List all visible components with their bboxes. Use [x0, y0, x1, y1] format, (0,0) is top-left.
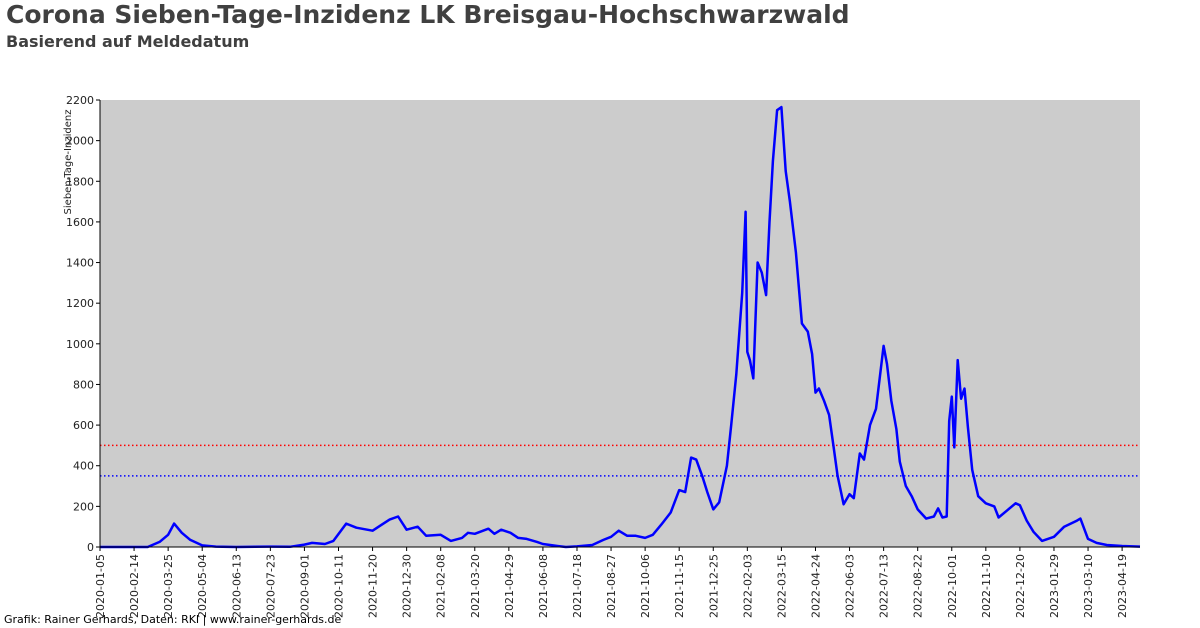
reference-lines — [100, 444, 1140, 477]
x-tick-label: 2020-02-14 — [128, 554, 141, 618]
x-tick-label: 2021-07-18 — [571, 554, 584, 618]
x-tick-label: 2020-09-01 — [298, 554, 311, 618]
series-line — [100, 105, 1141, 549]
x-tick-label: 2021-04-29 — [503, 554, 516, 618]
x-tick-label: 2020-03-25 — [162, 554, 175, 618]
x-tick-label: 2020-05-04 — [196, 554, 209, 618]
y-tick-label: 1000 — [66, 338, 94, 351]
x-tick-label: 2022-02-03 — [741, 554, 754, 618]
y-tick-label: 1200 — [66, 297, 94, 310]
y-tick-label: 1400 — [66, 257, 94, 270]
y-axis-label: Sieben-Tage-Inzidenz — [63, 110, 74, 215]
series-group — [100, 105, 1141, 549]
x-tick-label: 2020-06-13 — [230, 554, 243, 618]
y-tick-label: 0 — [87, 541, 94, 554]
page-title: Corona Sieben-Tage-Inzidenz LK Breisgau-… — [6, 0, 850, 29]
x-tick-label: 2022-10-01 — [946, 554, 959, 618]
y-tick-label: 800 — [73, 378, 94, 391]
x-tick-label: 2022-11-10 — [980, 554, 993, 618]
x-tick-label: 2022-12-20 — [1014, 554, 1027, 618]
x-tick-label: 2021-11-15 — [673, 554, 686, 618]
plot-area — [100, 100, 1140, 547]
x-tick-label: 2020-07-23 — [264, 554, 277, 618]
x-tick-label: 2023-04-19 — [1116, 554, 1129, 618]
x-tick-label: 2022-07-13 — [878, 554, 891, 618]
x-tick-label: 2020-12-30 — [401, 554, 414, 618]
x-tick-label: 2020-10-11 — [333, 554, 346, 618]
x-tick-label: 2021-02-08 — [435, 554, 448, 618]
y-tick-label: 2000 — [66, 135, 94, 148]
y-tick-label: 200 — [73, 500, 94, 513]
x-tick-label: 2023-03-10 — [1082, 554, 1095, 618]
x-tick-label: 2022-08-22 — [912, 554, 925, 618]
x-tick-label: 2021-12-25 — [707, 554, 720, 618]
x-tick-label: 2021-08-27 — [605, 554, 618, 618]
x-tick-label: 2022-04-24 — [810, 554, 823, 618]
x-tick-label: 2021-10-06 — [639, 554, 652, 618]
y-axis: 0 200 400 600 800 1000 1200 1400 1600 1800 2000 220… — [66, 94, 101, 554]
page-subtitle: Basierend auf Meldedatum — [6, 32, 250, 51]
x-tick-label: 2023-01-29 — [1048, 554, 1061, 618]
y-tick-label: 2200 — [66, 94, 94, 107]
x-axis: 2020-01-05 2020-02-14 2020-03-25 2020-05-04… — [94, 546, 1140, 618]
x-tick-label: 2020-01-05 — [94, 554, 107, 618]
y-tick-label: 1800 — [66, 175, 94, 188]
x-tick-label: 2020-11-20 — [367, 554, 380, 618]
x-tick-label: 2022-03-15 — [775, 554, 788, 618]
x-tick-label: 2022-06-03 — [844, 554, 857, 618]
x-tick-label: 2021-06-08 — [537, 554, 550, 618]
y-tick-label: 1600 — [66, 216, 94, 229]
y-tick-label: 600 — [73, 419, 94, 432]
footer-credit: Grafik: Rainer Gerhards, Daten: RKI | ww… — [4, 613, 342, 626]
y-tick-label: 400 — [73, 460, 94, 473]
x-tick-label: 2021-03-20 — [469, 554, 482, 618]
